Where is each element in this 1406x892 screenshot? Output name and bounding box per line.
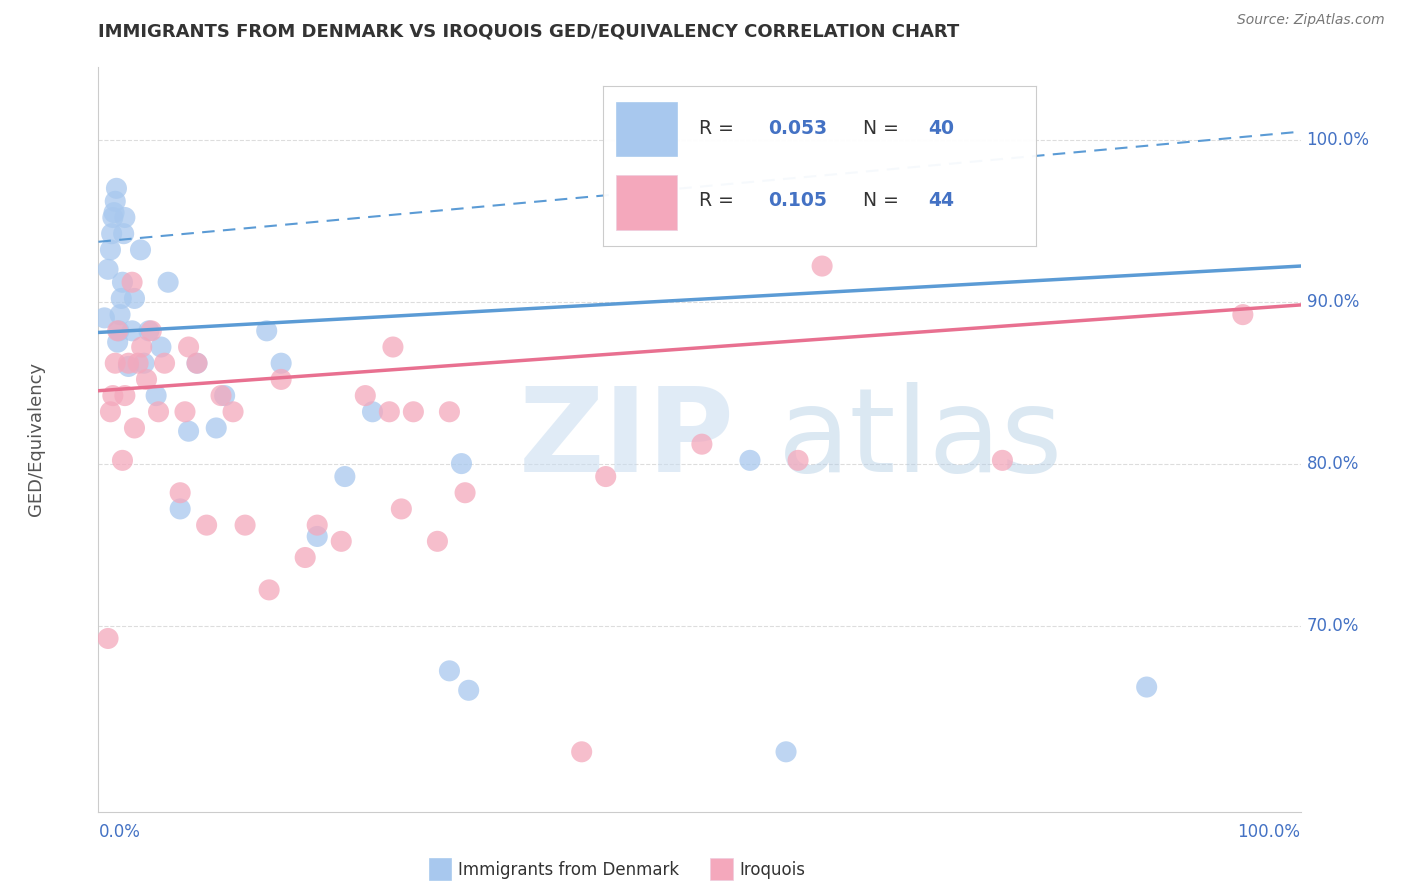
Point <box>1136 680 1159 694</box>
Point <box>177 424 200 438</box>
Point <box>294 550 316 565</box>
Point <box>112 227 135 241</box>
Point <box>222 405 245 419</box>
Point <box>108 324 131 338</box>
Point <box>100 243 122 257</box>
Point <box>101 211 124 225</box>
Point <box>354 388 377 402</box>
Point <box>129 243 152 257</box>
Point <box>138 324 160 338</box>
Point <box>100 405 122 419</box>
Point <box>141 324 163 338</box>
Point <box>209 388 232 402</box>
Point <box>257 582 280 597</box>
Point <box>114 388 136 402</box>
Point <box>186 356 208 370</box>
Point <box>330 534 353 549</box>
Point <box>426 534 449 549</box>
Point <box>104 356 127 370</box>
Point <box>457 683 479 698</box>
Point <box>205 421 228 435</box>
Text: Source: ZipAtlas.com: Source: ZipAtlas.com <box>1237 13 1385 28</box>
Text: Iroquois: Iroquois <box>740 861 806 879</box>
Point <box>153 356 176 370</box>
Point <box>149 340 172 354</box>
Point <box>135 372 157 386</box>
Point <box>389 502 412 516</box>
Point <box>361 405 384 419</box>
Point <box>111 453 134 467</box>
Point <box>124 421 146 435</box>
Point <box>169 502 191 516</box>
Point <box>97 262 120 277</box>
Point <box>177 340 200 354</box>
Point <box>101 388 124 402</box>
Point <box>157 275 180 289</box>
Point <box>454 485 477 500</box>
Point <box>307 518 329 533</box>
Point <box>145 388 167 402</box>
Point <box>186 356 208 370</box>
Point <box>811 259 834 273</box>
Point <box>100 227 122 241</box>
Point <box>121 324 143 338</box>
Point <box>690 437 713 451</box>
Point <box>195 518 218 533</box>
Text: 0.0%: 0.0% <box>98 823 141 841</box>
Point <box>127 356 149 370</box>
Point <box>270 356 292 370</box>
Point <box>307 529 329 543</box>
Point <box>105 181 128 195</box>
Text: 100.0%: 100.0% <box>1306 131 1369 149</box>
Point <box>402 405 425 419</box>
Point <box>256 324 278 338</box>
Text: atlas: atlas <box>778 382 1063 497</box>
Point <box>111 275 134 289</box>
Point <box>738 453 761 467</box>
Point <box>450 457 472 471</box>
Text: Immigrants from Denmark: Immigrants from Denmark <box>458 861 679 879</box>
Point <box>787 453 810 467</box>
Point <box>124 292 146 306</box>
Point <box>333 469 356 483</box>
Point <box>439 405 461 419</box>
Point <box>117 359 139 374</box>
Point <box>107 324 129 338</box>
Text: 100.0%: 100.0% <box>1237 823 1301 841</box>
Point <box>107 335 129 350</box>
Point <box>103 205 125 219</box>
Text: GED/Equivalency: GED/Equivalency <box>27 362 45 516</box>
Point <box>104 194 127 209</box>
Text: 90.0%: 90.0% <box>1306 293 1360 310</box>
Point <box>110 292 132 306</box>
Point <box>93 310 115 325</box>
Point <box>174 405 197 419</box>
Text: ZIP: ZIP <box>519 382 735 497</box>
Point <box>121 275 143 289</box>
Text: IMMIGRANTS FROM DENMARK VS IROQUOIS GED/EQUIVALENCY CORRELATION CHART: IMMIGRANTS FROM DENMARK VS IROQUOIS GED/… <box>98 22 960 40</box>
Point <box>595 469 617 483</box>
Point <box>148 405 170 419</box>
Point <box>439 664 461 678</box>
Point <box>169 485 191 500</box>
Point <box>108 308 131 322</box>
Point <box>381 340 404 354</box>
Point <box>270 372 292 386</box>
Text: 80.0%: 80.0% <box>1306 455 1360 473</box>
Point <box>378 405 401 419</box>
Point <box>991 453 1014 467</box>
Point <box>114 211 136 225</box>
Point <box>117 356 139 370</box>
Point <box>775 745 797 759</box>
Point <box>571 745 593 759</box>
Point <box>132 356 155 370</box>
Point <box>131 340 153 354</box>
Point <box>1232 308 1254 322</box>
Text: 70.0%: 70.0% <box>1306 616 1360 634</box>
Point <box>214 388 236 402</box>
Point <box>97 632 120 646</box>
Point <box>233 518 256 533</box>
